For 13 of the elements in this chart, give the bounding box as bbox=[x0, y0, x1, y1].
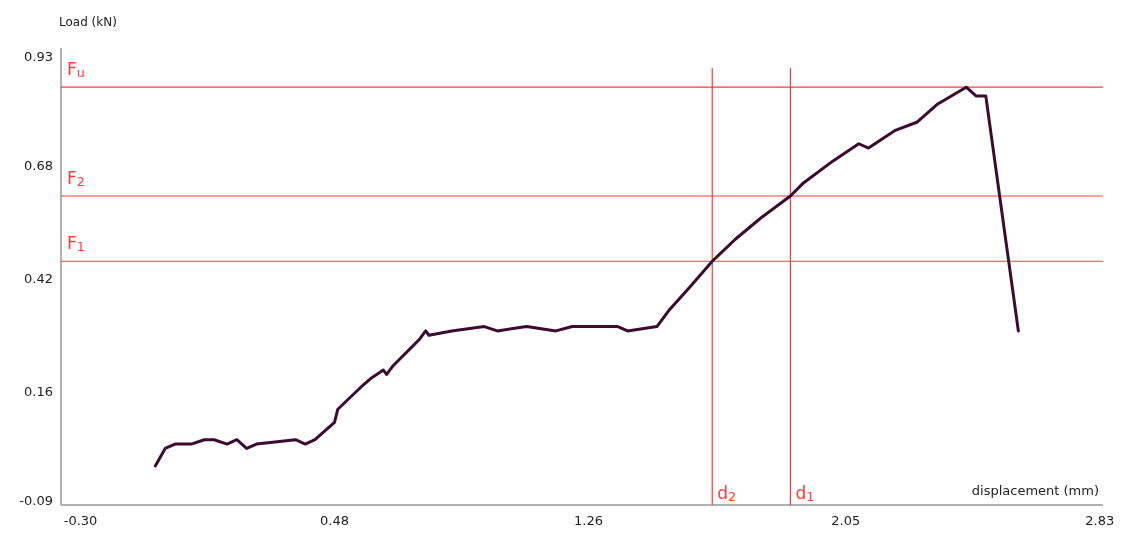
x-tick-label: -0.30 bbox=[63, 513, 98, 528]
y-tick-label: 0.93 bbox=[24, 49, 53, 65]
x-tick-label: 1.26 bbox=[574, 513, 603, 528]
x-tick-label: 2.05 bbox=[831, 513, 861, 528]
y-axis-title: Load (kN) bbox=[59, 15, 117, 29]
y-tick-label: 0.42 bbox=[24, 271, 53, 287]
x-axis-title: displacement (mm) bbox=[971, 483, 1099, 498]
x-tick-label: 2.83 bbox=[1085, 513, 1115, 528]
y-tick-label: -0.09 bbox=[19, 493, 53, 509]
line-series bbox=[153, 85, 1020, 468]
x-tick-label: 0.48 bbox=[320, 513, 349, 528]
y-tick-label: 0.68 bbox=[24, 158, 53, 174]
y-tick-label: 0.16 bbox=[24, 384, 53, 400]
